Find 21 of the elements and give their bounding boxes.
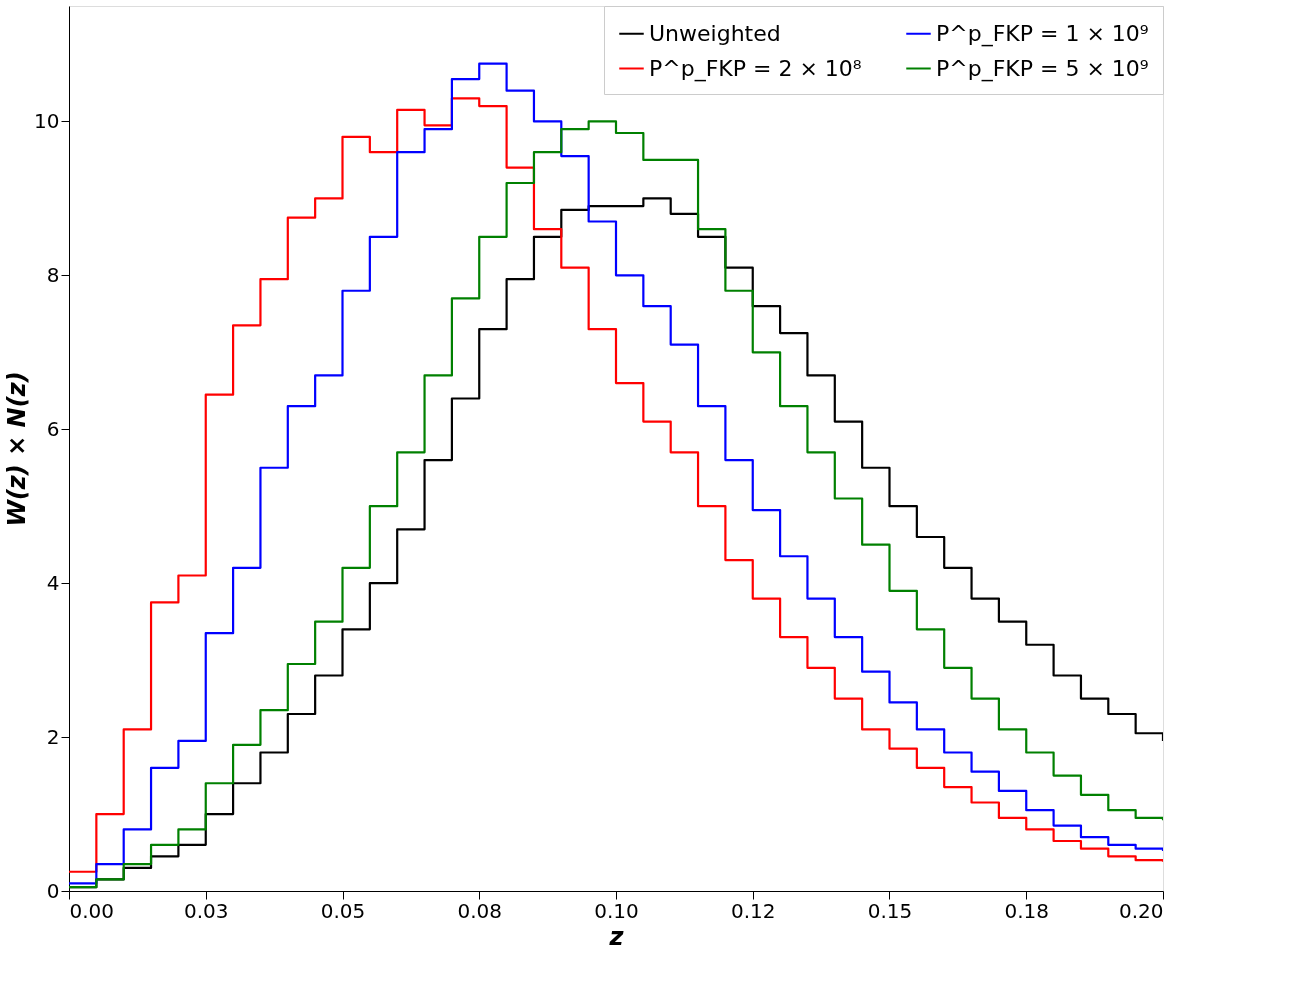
x-tick-label: 0.15	[867, 898, 913, 923]
x-tick-label: 0.08	[457, 898, 503, 923]
legend-label: P^p_FKP = 2 × 10⁸	[649, 55, 862, 82]
legend-label: Unweighted	[649, 20, 781, 46]
x-axis-title: z	[608, 922, 625, 951]
x-tick-label: 0.03	[183, 898, 229, 923]
y-axis-title: W(z) × N(z)	[3, 371, 32, 527]
x-tick-label: 0.05	[320, 898, 366, 923]
y-tick-label: 8	[46, 262, 60, 287]
x-tick-label: 0.18	[1004, 898, 1050, 923]
x-tick-label: 0.10	[594, 898, 639, 923]
x-tick-label: 0.12	[730, 898, 776, 923]
x-tick-label: 0.20	[1118, 898, 1164, 923]
legend-label: P^p_FKP = 1 × 10⁹	[936, 20, 1149, 47]
y-tick-label: 6	[46, 416, 60, 441]
y-tick-label: 2	[46, 724, 60, 749]
legend-label: P^p_FKP = 5 × 10⁹	[936, 55, 1149, 82]
y-tick-label: 10	[34, 108, 60, 133]
y-tick-label: 0	[46, 878, 60, 903]
y-tick-label: 4	[46, 570, 60, 595]
x-tick-label: 0.00	[69, 898, 115, 923]
